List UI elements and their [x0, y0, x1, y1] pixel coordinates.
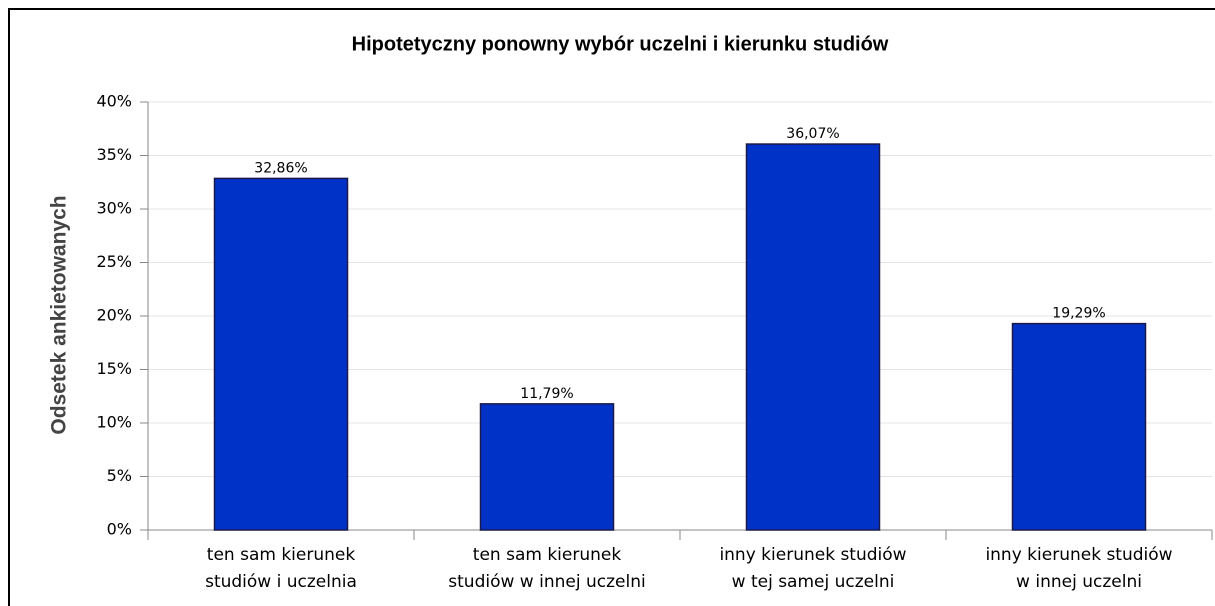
y-tick-label: 10%: [96, 413, 132, 432]
bar: [745, 143, 881, 531]
y-tick-label: 0%: [107, 520, 132, 539]
y-tick-label: 15%: [96, 359, 132, 378]
bar: [1011, 322, 1147, 531]
chart-frame: [8, 8, 1215, 606]
value-label: 11,79%: [520, 386, 573, 402]
x-tick-label: w tej samej uczelni: [732, 572, 895, 592]
y-tick-label: 30%: [96, 199, 132, 218]
x-tick-label: inny kierunek studiów: [719, 545, 906, 565]
value-label: 36,07%: [786, 126, 839, 142]
y-tick-label: 5%: [107, 466, 132, 485]
bar: [479, 403, 615, 531]
x-tick-label: w innej uczelni: [1016, 572, 1142, 592]
y-axis-label: Odsetek ankietowanych: [48, 195, 71, 434]
chart-title: Hipotetyczny ponowny wybór uczelni i kie…: [352, 33, 889, 55]
y-tick-label: 25%: [96, 252, 132, 271]
value-label: 19,29%: [1052, 306, 1105, 322]
x-tick-label: inny kierunek studiów: [985, 545, 1172, 565]
x-tick-label: studiów i uczelnia: [205, 572, 357, 592]
y-tick-label: 40%: [96, 92, 132, 111]
bar: [213, 177, 349, 531]
x-tick-label: ten sam kierunek: [207, 545, 356, 565]
y-tick-label: 20%: [96, 306, 132, 325]
x-tick-label: ten sam kierunek: [473, 545, 622, 565]
x-tick-label: studiów w innej uczelni: [448, 572, 645, 592]
value-label: 32,86%: [254, 160, 307, 176]
y-tick-label: 35%: [96, 145, 132, 164]
